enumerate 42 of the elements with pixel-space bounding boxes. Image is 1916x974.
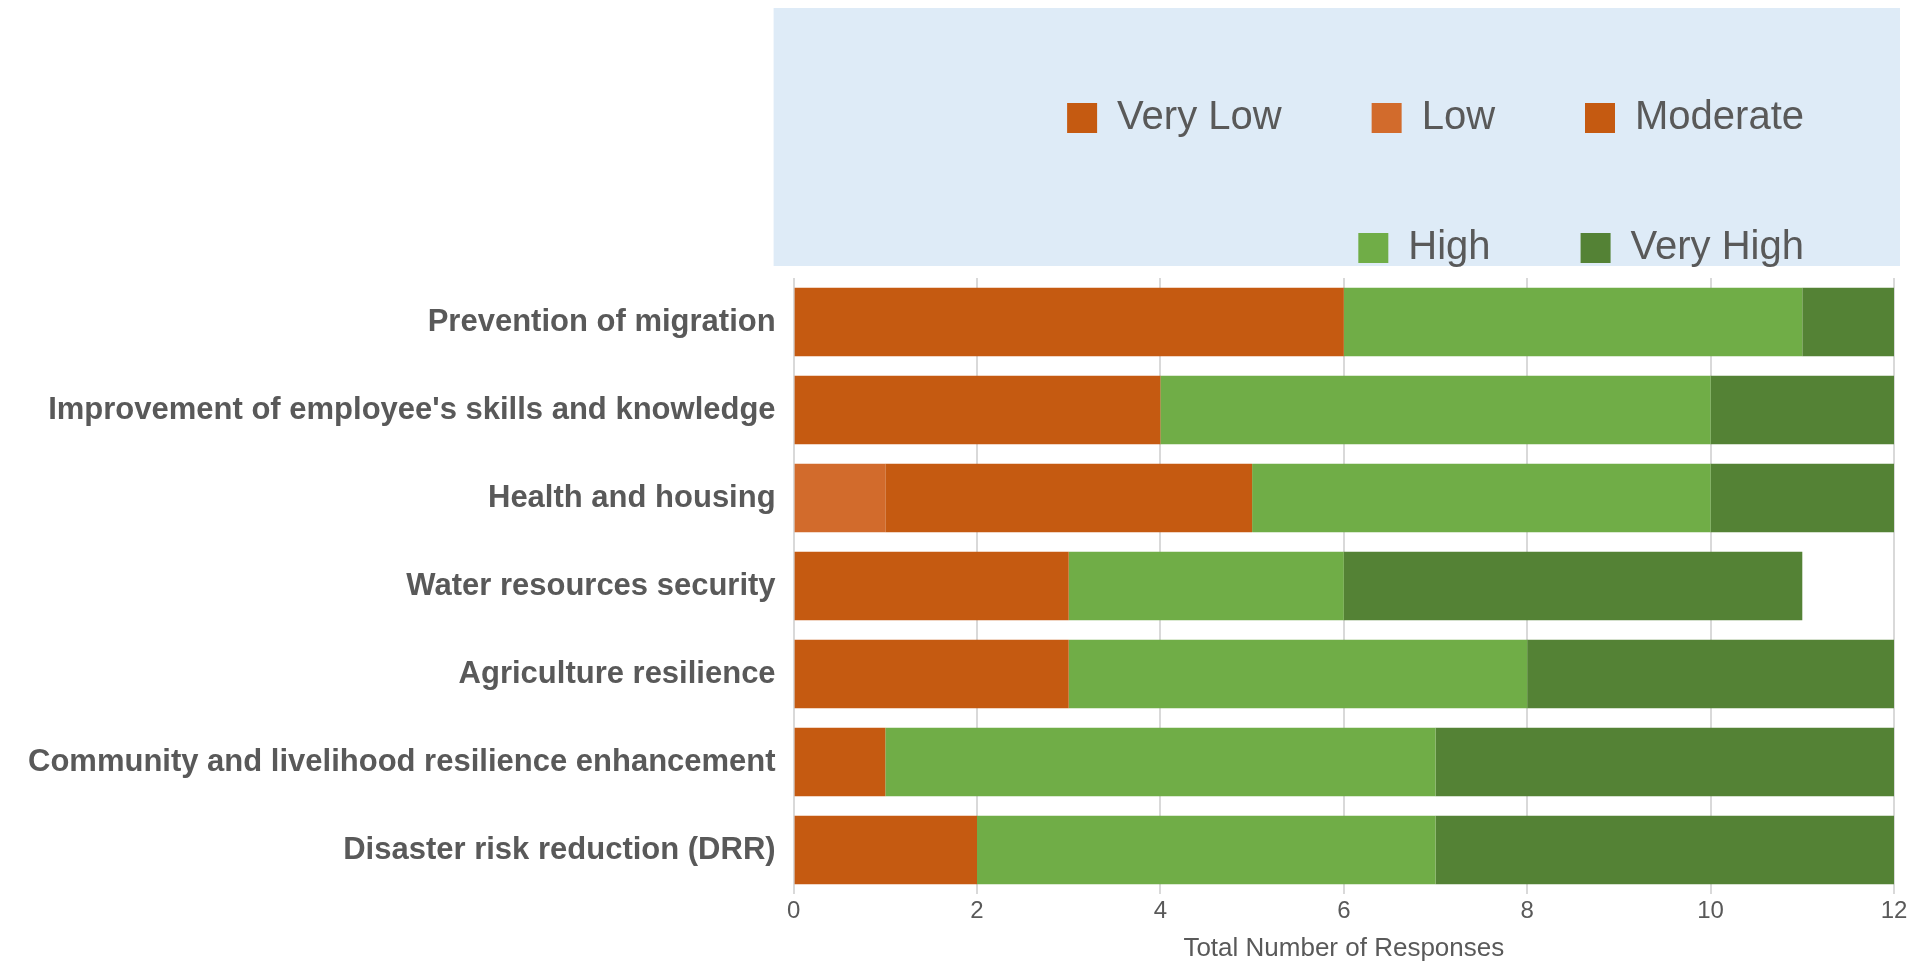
legend-label: Very Low [1117,93,1282,138]
bar [1068,639,1528,709]
y-tick-label: Agriculture resilience [458,654,776,690]
x-tick-label: 6 [1337,896,1351,924]
legend-label: Moderate [1635,93,1804,138]
bar [1068,551,1344,621]
bar [1710,375,1894,445]
bar [1527,639,1894,709]
x-tick-label: 12 [1880,896,1908,924]
bar [885,463,1253,533]
bar [1435,727,1894,797]
y-tick-label: Water resources security [406,566,777,602]
bar [1435,815,1894,885]
y-tick-label: Disaster risk reduction (DRR) [343,830,776,866]
x-tick-label: 4 [1153,896,1168,924]
bar [1710,463,1894,533]
bar [794,639,1069,709]
x-tick-label: 8 [1520,896,1534,924]
y-tick-label: Improvement of employee's skills and knowledge [48,390,776,426]
bar [794,375,1161,445]
bar [885,727,1436,797]
y-tick-label: Prevention of migration [427,302,776,338]
bar [794,815,978,885]
bar [977,815,1436,885]
bar [794,551,1069,621]
x-tick-label: 2 [970,896,984,924]
x-tick-label: 0 [786,896,801,924]
bar [1160,375,1711,445]
bar [1343,551,1803,621]
legend-label: Low [1421,93,1496,138]
x-tick-label: 10 [1697,896,1724,924]
bar [1343,287,1803,357]
y-tick-label: Health and housing [487,478,776,514]
bar [1802,287,1894,357]
bar [794,463,886,533]
legend-label: Very High [1630,223,1804,268]
x-axis-title: Total Number of Responses [1183,931,1505,962]
bar [794,287,1344,357]
bar [1252,463,1711,533]
y-tick-label: Community and livelihood resilience enhancement [27,742,776,778]
bar [794,727,886,797]
legend-label: High [1408,223,1491,268]
